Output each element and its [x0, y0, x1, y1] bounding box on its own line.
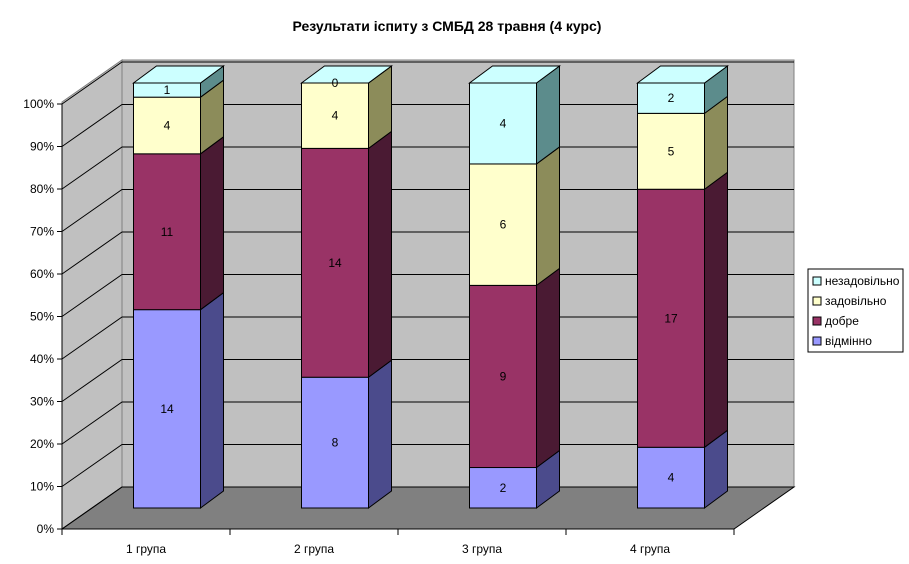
gridline [61, 316, 794, 360]
gridline [61, 444, 794, 487]
y-tick-label: 50% [30, 310, 54, 324]
gridline [61, 231, 794, 275]
chart-walls [60, 59, 796, 530]
legend-swatch [812, 296, 822, 306]
axes: 0% 10% 20% 30% 40% 50% 60% 70% 80% 90% 100% 1 група… [23, 97, 735, 556]
bar-top [635, 65, 730, 84]
bar-segment-side [200, 291, 224, 509]
legend-label: задовільно [825, 294, 887, 308]
bar-segment [301, 147, 369, 378]
y-tick-label: 0% [37, 522, 55, 536]
data-label: 9 [500, 369, 507, 383]
legend-box [807, 268, 904, 353]
data-label: 0 [332, 76, 339, 90]
data-label: 14 [160, 402, 174, 416]
data-label: 14 [328, 256, 342, 270]
x-tick-label: 4 група [630, 542, 670, 556]
legend-swatch [812, 316, 822, 326]
legend-swatch [812, 276, 822, 286]
data-label: 8 [332, 436, 339, 450]
bar-segment [301, 82, 369, 149]
legend: незадовільно задовільно добре відмінно [807, 268, 904, 353]
gridline [61, 274, 794, 317]
data-label: 17 [664, 311, 678, 325]
bar-segment-side [536, 267, 560, 469]
side-wall [61, 59, 123, 530]
gridline [61, 61, 794, 105]
gridline [61, 486, 794, 530]
bar-segment [469, 284, 537, 469]
y-tick-label: 10% [30, 480, 54, 494]
bar-segment-side [704, 171, 728, 449]
data-label: 4 [500, 116, 507, 130]
bar-segment [133, 153, 201, 311]
bar-top [467, 65, 562, 84]
gridlines [61, 61, 794, 530]
bar-segment-side [536, 145, 560, 287]
data-label: 2 [500, 481, 507, 495]
bar-segment [133, 309, 201, 509]
data-label: 1 [164, 83, 171, 97]
legend-label: добре [825, 314, 859, 328]
bar-segment [637, 188, 705, 448]
chart-title: Результати іспиту з СМБД 28 травня (4 ку… [293, 18, 602, 34]
bar-segment [637, 112, 705, 190]
y-tick-label: 100% [23, 97, 54, 111]
bars [131, 65, 730, 509]
y-tick-label: 60% [30, 267, 54, 281]
data-label: 4 [668, 471, 675, 485]
gridline [61, 146, 794, 190]
legend-label: відмінно [825, 334, 872, 348]
y-tick-label: 80% [30, 182, 54, 196]
bar-segment-side [200, 135, 224, 311]
data-label: 5 [668, 144, 675, 158]
bar-segment-side [368, 130, 392, 379]
bar-top [299, 65, 394, 84]
x-tick-label: 3 група [462, 542, 502, 556]
bar-segment [133, 96, 201, 155]
y-tick-label: 30% [30, 395, 54, 409]
y-tick-label: 20% [30, 437, 54, 451]
y-tick-label: 90% [30, 140, 54, 154]
y-tick-label: 40% [30, 352, 54, 366]
x-tick-label: 2 група [294, 542, 334, 556]
bar-top [131, 65, 226, 84]
gridline [61, 401, 794, 445]
data-label: 11 [161, 225, 174, 239]
legend-swatch [812, 336, 822, 346]
bar-segment [469, 163, 537, 286]
bar-segment [301, 376, 369, 509]
data-label: 6 [500, 218, 507, 232]
data-label: 4 [164, 119, 171, 133]
data-label: 2 [668, 91, 675, 105]
data-labels: 14 11 4 1 8 14 4 0 2 9 6 4 4 17 5 2 [160, 76, 678, 495]
gridline [61, 104, 794, 147]
legend-label: незадовільно [825, 274, 900, 288]
gridline [61, 359, 794, 402]
bar-segment [469, 82, 537, 165]
data-label: 4 [332, 109, 339, 123]
x-tick-label: 1 група [126, 542, 166, 556]
bar-segment-side [368, 359, 392, 509]
gridline [61, 189, 794, 232]
y-tick-label: 70% [30, 225, 54, 239]
